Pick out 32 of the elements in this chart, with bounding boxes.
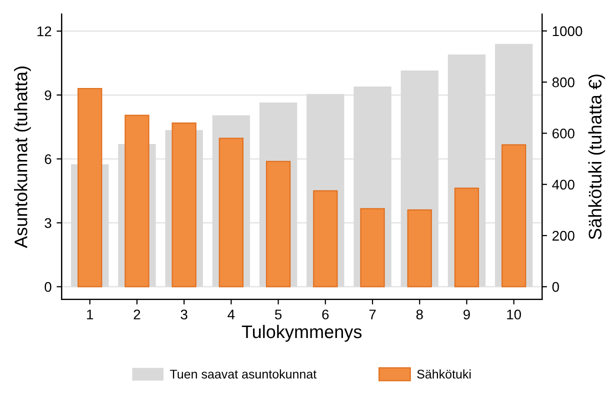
y-tick-label: 9 bbox=[44, 90, 52, 100]
bar bbox=[360, 208, 385, 288]
legend-label: Tuen saavat asuntokunnat bbox=[170, 369, 316, 379]
y2-tick-label: 1000 bbox=[552, 26, 582, 36]
x-tick-label: 6 bbox=[322, 310, 329, 320]
x-tick-label: 5 bbox=[274, 310, 282, 320]
y2-tick-label: 200 bbox=[552, 230, 574, 241]
y2-tick-label: 0 bbox=[552, 282, 559, 292]
x-tick-label: 9 bbox=[464, 310, 470, 320]
x-axis-title: Tulokymmenys bbox=[242, 324, 362, 342]
y-tick-label: 6 bbox=[44, 154, 52, 164]
y-tick-label: 12 bbox=[37, 26, 52, 36]
bar bbox=[407, 209, 432, 288]
y-axis-title: Asuntokunnat (tuhatta) bbox=[14, 66, 31, 248]
x-tick-label: 7 bbox=[369, 310, 376, 320]
y2-tick-label: 600 bbox=[552, 128, 574, 138]
x-tick-label: 8 bbox=[416, 310, 423, 320]
y2-axis-title: Sähkötuki (tuhatta €) bbox=[588, 74, 606, 240]
x-tick-label: 10 bbox=[507, 310, 521, 320]
bar bbox=[313, 190, 338, 288]
legend-label: Sähkötuki bbox=[417, 369, 471, 379]
x-tick-label: 1 bbox=[87, 310, 94, 320]
bar bbox=[454, 188, 480, 288]
y-tick-label: 0 bbox=[44, 282, 52, 292]
y-tick-label: 3 bbox=[44, 218, 52, 228]
bar bbox=[266, 160, 291, 288]
y2-tick-label: 800 bbox=[552, 77, 574, 88]
x-tick-label: 4 bbox=[228, 310, 235, 320]
x-tick-label: 2 bbox=[134, 310, 140, 320]
bar bbox=[501, 144, 526, 288]
x-tick-label: 3 bbox=[180, 310, 188, 320]
y2-tick-label: 400 bbox=[552, 180, 574, 190]
